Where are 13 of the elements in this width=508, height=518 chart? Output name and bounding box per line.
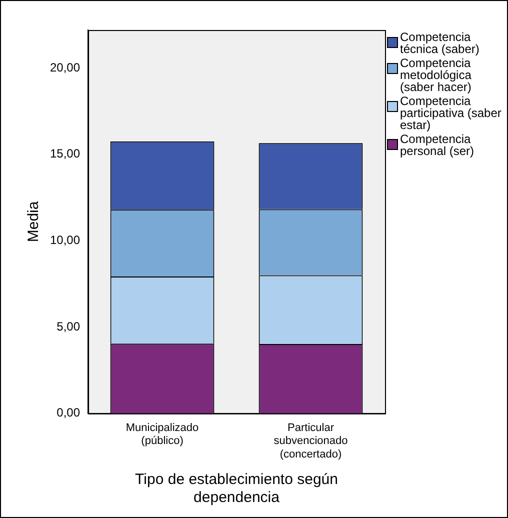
x-tick-label: Particular subvencionado (concertado) <box>274 422 348 460</box>
legend-label: Competencia metodológica (saber hacer) <box>400 56 472 94</box>
y-tick-label: 5,00 <box>56 319 80 334</box>
x-tick-label: Municipalizado (público) <box>126 422 199 448</box>
y-tick-label: 20,00 <box>50 60 80 74</box>
y-tick-label: 0,00 <box>56 406 80 420</box>
legend-label: Competencia participativa (saber estar) <box>400 94 502 132</box>
legend-label: Competencia personal (ser) <box>400 132 476 158</box>
x-axis-title: Tipo de establecimiento según dependencia <box>135 471 338 506</box>
y-tick-label: 10,00 <box>50 233 80 248</box>
y-tick-label: 15,00 <box>50 146 80 161</box>
y-axis-title: Media <box>25 200 42 242</box>
legend-label: Competencia técnica (saber) <box>400 30 480 56</box>
